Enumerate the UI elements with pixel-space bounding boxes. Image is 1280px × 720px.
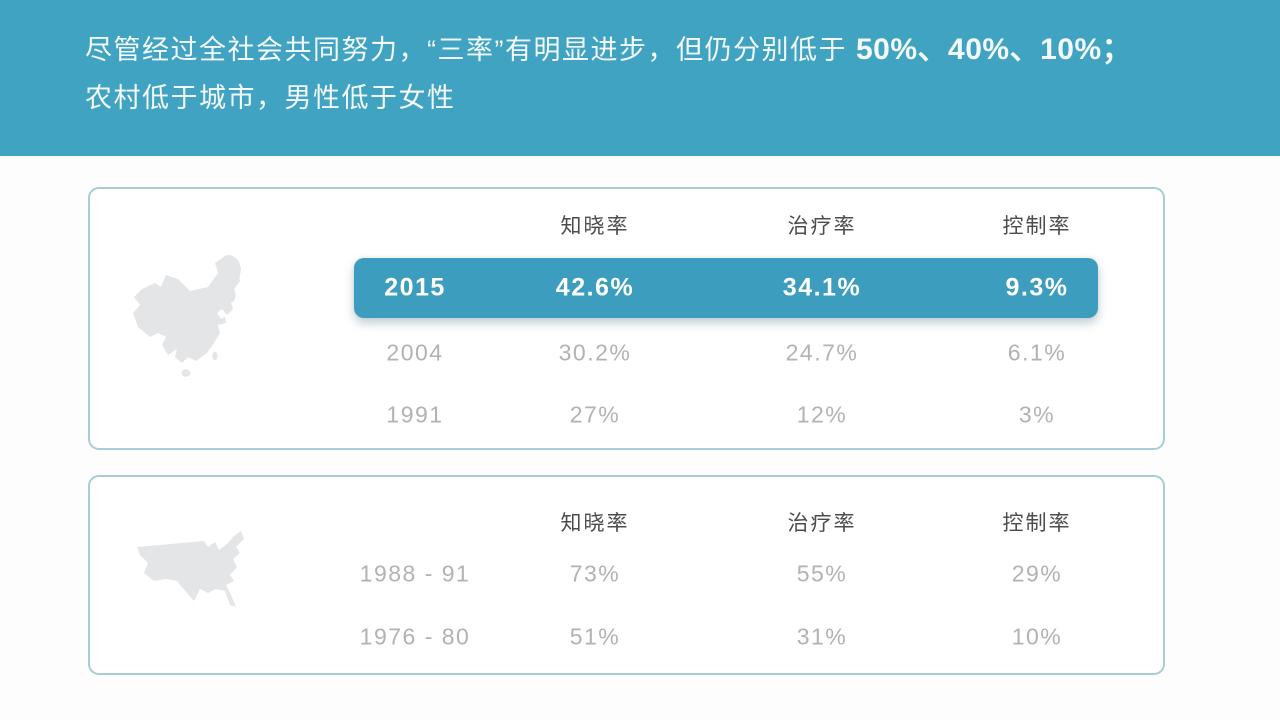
value-cell-treatment: 12% [796, 401, 848, 428]
column-header-control: 控制率 [1002, 512, 1072, 535]
usa-table-header-row: 知晓率 治疗率 控制率 [90, 500, 1163, 544]
value-cell-treatment: 55% [796, 560, 848, 587]
value-cell-control: 3% [1018, 401, 1056, 428]
column-header-treatment: 治疗率 [787, 512, 857, 535]
value-cell-control: 9.3% [1005, 273, 1069, 302]
highlight-bar-2015 [354, 258, 1098, 318]
value-cell-awareness: 42.6% [555, 273, 635, 302]
table-row-1991: 1991 27% 12% 3% [90, 385, 1163, 445]
banner-line-1: 尽管经过全社会共同努力，“三率”有明显进步，但仍分别低于 50%、40%、10%… [85, 26, 1220, 74]
value-cell-awareness: 51% [569, 623, 621, 650]
column-header-awareness: 知晓率 [560, 215, 630, 238]
banner-line-1-percentages: 50%、40%、10%； [855, 33, 1133, 66]
usa-rates-card: 知晓率 治疗率 控制率 1988 - 91 73% 55% 29% 1976 -… [88, 475, 1165, 675]
year-cell: 1988 - 91 [359, 560, 471, 587]
china-rates-card: 知晓率 治疗率 控制率 2015 42.6% 34.1% 9.3% 2004 3… [88, 187, 1165, 450]
value-cell-awareness: 27% [569, 401, 621, 428]
year-cell: 2004 [386, 339, 444, 366]
banner-line-1-text: 尽管经过全社会共同努力，“三率”有明显进步，但仍分别低于 [85, 35, 856, 65]
banner-line-2: 农村低于城市，男性低于女性 [85, 83, 456, 113]
column-header-control: 控制率 [1002, 215, 1072, 238]
year-cell: 1991 [386, 401, 444, 428]
value-cell-treatment: 24.7% [785, 339, 859, 366]
year-cell: 2015 [384, 273, 446, 302]
column-header-awareness: 知晓率 [560, 512, 630, 535]
year-cell: 1976 - 80 [359, 623, 471, 650]
table-row-2004: 2004 30.2% 24.7% 6.1% [90, 323, 1163, 383]
value-cell-control: 10% [1011, 623, 1063, 650]
value-cell-awareness: 73% [569, 560, 621, 587]
value-cell-control: 6.1% [1007, 339, 1067, 366]
table-row-2015: 2015 42.6% 34.1% 9.3% [90, 258, 1163, 318]
table-row-1988-91: 1988 - 91 73% 55% 29% [90, 544, 1163, 604]
table-row-1976-80: 1976 - 80 51% 31% 10% [90, 607, 1163, 667]
value-cell-awareness: 30.2% [558, 339, 632, 366]
value-cell-control: 29% [1011, 560, 1063, 587]
usa-map-icon [137, 531, 244, 607]
value-cell-treatment: 34.1% [782, 273, 862, 302]
header-banner: 尽管经过全社会共同努力，“三率”有明显进步，但仍分别低于 50%、40%、10%… [0, 0, 1280, 156]
china-map-icon [133, 255, 241, 377]
column-header-treatment: 治疗率 [787, 215, 857, 238]
china-table-header-row: 知晓率 治疗率 控制率 [90, 203, 1163, 247]
value-cell-treatment: 31% [796, 623, 848, 650]
